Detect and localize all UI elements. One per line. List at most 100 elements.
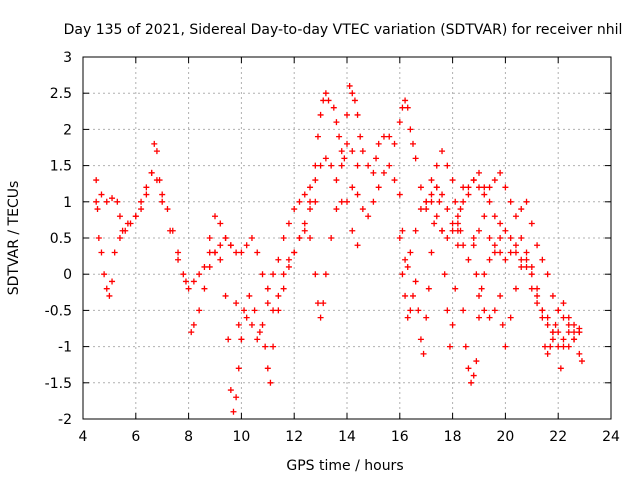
data-point (433, 162, 440, 169)
data-point (473, 358, 480, 365)
data-point (307, 235, 314, 241)
data-point (280, 285, 287, 292)
data-point (365, 213, 372, 220)
x-tick-label: 24 (602, 429, 620, 445)
data-point (246, 292, 253, 299)
data-point (101, 271, 108, 278)
data-point (338, 148, 345, 155)
data-point (497, 220, 504, 227)
data-point (320, 97, 327, 104)
data-point (539, 307, 546, 314)
data-point (312, 271, 319, 278)
data-point (560, 314, 567, 321)
data-point (325, 97, 332, 104)
data-point (188, 329, 195, 336)
data-layer (93, 82, 585, 415)
data-point (190, 321, 197, 328)
data-point (296, 198, 303, 205)
data-point (476, 292, 482, 299)
data-point (233, 300, 240, 307)
data-point (449, 177, 456, 184)
data-point (454, 213, 461, 220)
data-point (349, 184, 356, 191)
data-point (375, 140, 382, 147)
data-point (428, 198, 435, 205)
data-point (465, 365, 472, 372)
data-point (328, 235, 335, 241)
data-point (465, 256, 472, 263)
data-point (291, 206, 298, 213)
data-point (534, 292, 541, 299)
data-point (243, 314, 250, 321)
y-tick-label: 2.5 (50, 86, 72, 102)
data-point (132, 213, 139, 220)
data-point (370, 169, 377, 176)
data-point (267, 379, 274, 386)
data-point (312, 162, 319, 169)
data-point (560, 343, 567, 350)
data-point (354, 191, 361, 198)
data-point (380, 169, 387, 176)
data-point (481, 184, 488, 191)
data-point (275, 292, 282, 299)
series-track-h (470, 235, 583, 357)
data-point (175, 256, 182, 263)
data-point (217, 220, 224, 227)
data-point (476, 227, 482, 234)
data-point (486, 184, 493, 191)
data-point (119, 227, 126, 234)
data-point (497, 235, 504, 241)
data-point (486, 235, 493, 241)
data-point (275, 256, 282, 263)
data-point (457, 206, 464, 213)
data-point (502, 227, 509, 234)
data-point (576, 329, 583, 336)
data-point (534, 300, 541, 307)
data-point (507, 314, 514, 321)
data-point (481, 213, 488, 220)
data-point (446, 343, 453, 350)
data-point (344, 198, 350, 205)
data-point (206, 235, 213, 241)
data-point (428, 177, 435, 184)
data-point (349, 227, 356, 234)
data-point (380, 133, 387, 140)
data-point (571, 329, 578, 336)
data-point (518, 263, 525, 270)
data-point (159, 191, 166, 198)
data-point (486, 256, 493, 263)
data-point (254, 336, 261, 343)
data-point (497, 292, 504, 299)
data-point (431, 220, 438, 227)
y-tick-label: 0.5 (50, 231, 72, 247)
data-point (138, 206, 145, 213)
data-point (415, 307, 422, 314)
data-point (153, 177, 160, 184)
y-tick-label: -2 (58, 412, 72, 428)
data-point (116, 213, 123, 220)
data-point (476, 314, 482, 321)
data-point (460, 184, 467, 191)
data-point (270, 307, 277, 314)
data-point (314, 133, 321, 140)
data-point (222, 235, 229, 241)
data-point (386, 162, 393, 169)
data-point (402, 97, 409, 104)
data-point (454, 242, 461, 249)
data-point (175, 249, 182, 256)
data-point (528, 271, 535, 278)
data-point (314, 300, 321, 307)
chart-title: Day 135 of 2021, Sidereal Day-to-day VTE… (64, 22, 623, 38)
data-point (333, 177, 340, 184)
data-point (576, 350, 583, 357)
data-point (359, 148, 366, 155)
data-point (457, 227, 464, 234)
data-point (341, 155, 348, 162)
data-point (206, 263, 213, 270)
data-point (285, 220, 292, 227)
data-point (449, 321, 456, 328)
data-point (423, 198, 430, 205)
x-tick-label: 22 (549, 429, 567, 445)
